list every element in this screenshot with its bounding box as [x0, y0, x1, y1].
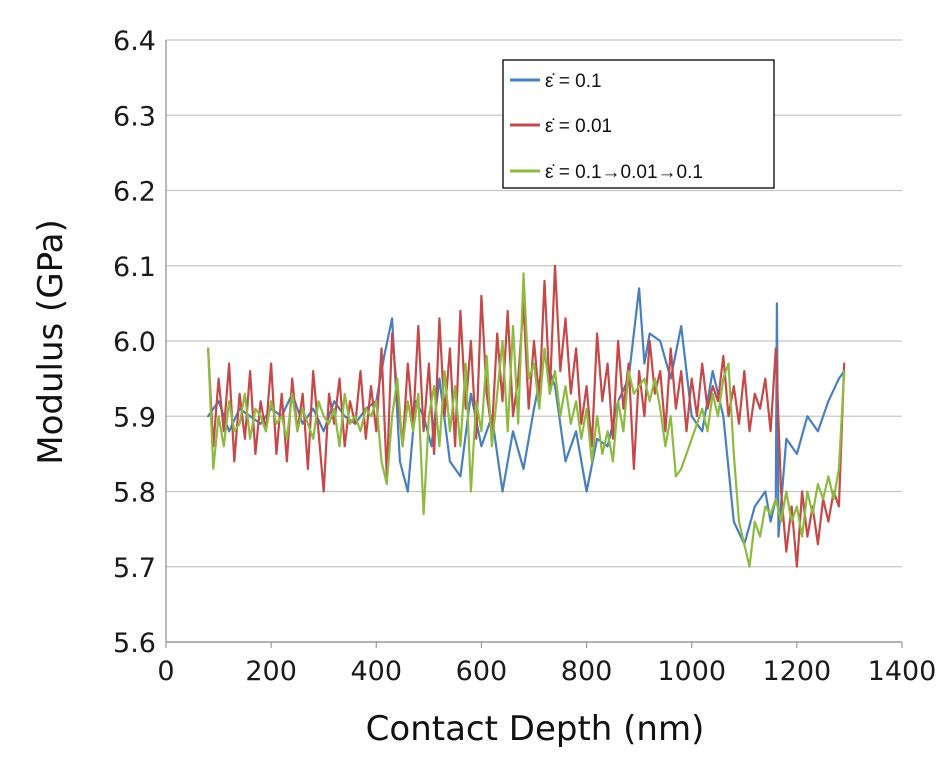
legend-label-2: ε̇ = 0.01: [545, 116, 612, 137]
data-series: [207, 264, 846, 568]
y-tick-label: 5.6: [113, 628, 156, 659]
axes: [165, 40, 903, 648]
x-tick-label: 600: [456, 656, 508, 687]
x-axis-title: Contact Depth (nm): [366, 709, 705, 749]
x-tick-label: 0: [157, 656, 174, 687]
legend: ε̇ = 0.1 ε̇ = 0.01 ε̇ = 0.1→0.01→0.1: [502, 59, 775, 189]
x-tick-label: 1200: [762, 656, 831, 687]
y-tick-labels: 5.6 5.7 5.8 5.9 6.0 6.1 6.2 6.3 6.4: [113, 26, 156, 659]
legend-label-3: ε̇ = 0.1→0.01→0.1: [545, 162, 703, 183]
y-axis-title: Modulus (GPa): [31, 219, 71, 464]
x-tick-label: 400: [351, 656, 403, 687]
x-tick-label: 800: [561, 656, 613, 687]
y-tick-label: 5.7: [113, 553, 156, 584]
series-line-3: [207, 272, 846, 568]
y-tick-label: 5.8: [113, 478, 156, 509]
legend-label-1: ε̇ = 0.1: [545, 71, 602, 92]
y-tick-label: 5.9: [113, 402, 156, 433]
legend-box: [502, 59, 775, 189]
y-tick-label: 6.1: [113, 252, 156, 283]
y-tick-label: 6.2: [113, 177, 156, 208]
y-tick-label: 6.3: [113, 101, 156, 132]
y-tick-label: 6.0: [113, 327, 156, 358]
x-tick-label: 1000: [657, 656, 726, 687]
y-tick-label: 6.4: [113, 26, 156, 57]
x-tick-labels: 0 200 400 600 800 1000 1200 1400: [157, 656, 936, 687]
x-tick-label: 1400: [868, 656, 937, 687]
series-line-2: [207, 264, 846, 568]
x-tick-label: 200: [245, 656, 297, 687]
